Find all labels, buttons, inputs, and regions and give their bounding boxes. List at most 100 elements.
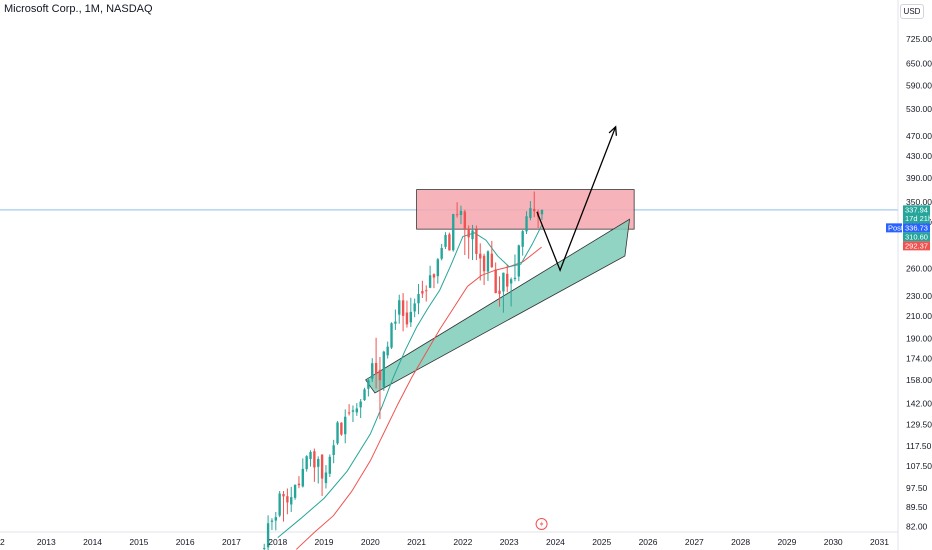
x-tick-label: 2025 <box>592 537 611 547</box>
price-badge-label: 292.37 <box>905 242 928 251</box>
candle <box>363 389 366 401</box>
candle <box>401 300 405 316</box>
price-badge-label: 336.73 <box>905 224 928 233</box>
x-tick-label: 2024 <box>546 537 565 547</box>
currency-button[interactable]: USD <box>900 4 924 19</box>
x-tick-label: 2021 <box>407 537 426 547</box>
x-tick-label: 2020 <box>361 537 380 547</box>
x-tick-label: 2023 <box>500 537 519 547</box>
candle <box>266 523 270 548</box>
y-tick-label: 97.50 <box>906 483 928 493</box>
candle <box>386 346 389 356</box>
candle <box>263 547 266 549</box>
candle <box>409 311 413 323</box>
ma-slow-line <box>295 246 542 550</box>
post-market-tag-label: Post <box>888 224 904 233</box>
candle <box>371 363 374 379</box>
candle <box>525 216 528 232</box>
candle <box>517 245 521 277</box>
candle <box>509 279 513 284</box>
candle <box>367 380 370 389</box>
candle <box>540 209 544 215</box>
candle <box>313 451 316 468</box>
x-tick-label: 2016 <box>176 537 195 547</box>
x-tick-label: 2027 <box>685 537 704 547</box>
candle <box>471 230 474 240</box>
candle <box>347 412 351 414</box>
x-tick-label: 2028 <box>731 537 750 547</box>
candle <box>521 231 524 247</box>
candle <box>533 209 536 212</box>
ma-fast-line <box>277 225 543 539</box>
candle <box>475 229 478 254</box>
y-tick-label: 390.00 <box>906 173 932 183</box>
candle <box>309 452 312 459</box>
candle <box>332 445 335 455</box>
candle <box>344 416 347 435</box>
price-badge <box>903 241 930 251</box>
candle <box>320 454 324 479</box>
candle <box>394 321 397 324</box>
projection-arrow-head <box>608 125 618 136</box>
y-tick-label: 107.50 <box>906 461 932 471</box>
candle <box>297 483 301 486</box>
candle <box>378 369 382 381</box>
candle <box>490 253 494 268</box>
y-tick-label: 725.00 <box>906 34 932 44</box>
candle <box>374 362 378 375</box>
x-tick-label: 12 <box>0 537 5 547</box>
x-tick-label: 2015 <box>129 537 148 547</box>
candle <box>494 269 497 294</box>
y-tick-label: 430.00 <box>906 151 932 161</box>
y-tick-label: 230.00 <box>906 291 932 301</box>
candle <box>436 259 440 277</box>
y-tick-label: 350.00 <box>906 197 932 207</box>
candle <box>351 410 355 412</box>
candle <box>301 468 305 487</box>
y-tick-label: 82.00 <box>906 521 928 531</box>
x-tick-label: 2030 <box>824 537 843 547</box>
candle <box>440 248 443 259</box>
candle <box>278 493 281 516</box>
candle <box>432 274 436 278</box>
candle <box>513 277 517 280</box>
candle <box>413 303 416 312</box>
flash-glyph <box>539 520 544 528</box>
x-tick-label: 2031 <box>870 537 889 547</box>
y-tick-label: 590.00 <box>906 80 932 90</box>
candle <box>324 472 328 484</box>
candle <box>448 234 451 251</box>
price-badge-label: 310.60 <box>905 233 928 242</box>
candle <box>382 351 386 388</box>
x-tick-label: 2019 <box>315 537 334 547</box>
candle <box>282 494 285 497</box>
candle <box>305 456 308 470</box>
x-tick-label: 2017 <box>222 537 241 547</box>
candle <box>502 272 505 292</box>
price-badge <box>903 223 930 233</box>
x-tick-label: 2014 <box>83 537 102 547</box>
candle <box>270 520 274 522</box>
candle <box>486 251 490 272</box>
candle <box>405 312 409 325</box>
candle <box>506 273 509 287</box>
candle <box>390 323 393 348</box>
support-channel <box>365 218 631 394</box>
y-tick-label: 117.50 <box>906 441 932 451</box>
y-tick-label: 174.00 <box>906 353 932 363</box>
x-tick-label: 2013 <box>37 537 56 547</box>
candle <box>455 214 459 216</box>
candle <box>274 517 277 521</box>
candle <box>421 290 424 294</box>
y-tick-label: 260.00 <box>906 263 932 273</box>
candle <box>498 290 501 294</box>
y-tick-label: 470.00 <box>906 131 932 141</box>
candle <box>428 275 432 288</box>
candle <box>529 208 532 218</box>
candle <box>340 422 343 435</box>
candle <box>359 401 362 408</box>
candle <box>355 408 359 413</box>
candle <box>286 496 289 503</box>
candle <box>425 290 428 292</box>
